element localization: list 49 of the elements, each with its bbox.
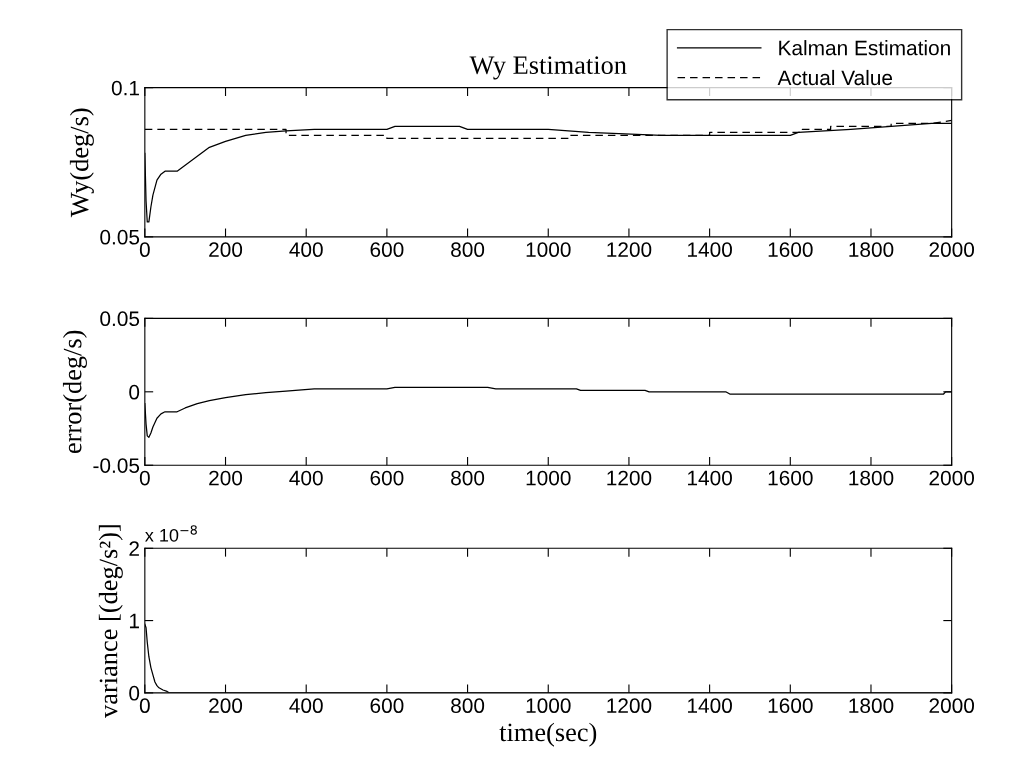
y-tick-label: 0 bbox=[129, 685, 140, 701]
chart-title: Wy Estimation bbox=[469, 56, 627, 80]
x-tick-label: 400 bbox=[289, 698, 323, 714]
x-tick-label: 1400 bbox=[688, 470, 732, 486]
x-tick-label: 1200 bbox=[607, 242, 652, 258]
x-tick-label: 0 bbox=[139, 698, 150, 714]
y-tick-label: 0 bbox=[129, 384, 140, 400]
y-axis-title: Wy(deg/s) bbox=[69, 108, 94, 218]
x-tick-label: 1000 bbox=[526, 242, 571, 258]
text: x 10$^{−8}$ bbox=[145, 525, 197, 542]
x-tick-label: 600 bbox=[370, 698, 404, 714]
x-tick-label: 1400 bbox=[688, 242, 732, 258]
x-tick-label: 400 bbox=[289, 242, 323, 258]
x-tick-label: 1800 bbox=[849, 242, 894, 258]
x-axis-title: time(sec) bbox=[499, 722, 597, 747]
x-tick-label: 200 bbox=[209, 242, 243, 258]
y-tick-label: 0.1 bbox=[111, 80, 139, 96]
x-tick-label: 200 bbox=[209, 470, 243, 486]
x-tick-label: 800 bbox=[451, 242, 485, 258]
x-tick-label: 400 bbox=[289, 470, 323, 486]
legend-label: Actual Value bbox=[777, 69, 893, 86]
x-tick-label: 1800 bbox=[849, 698, 894, 714]
x-tick-label: 2000 bbox=[929, 698, 975, 714]
x-tick-label: 2000 bbox=[929, 470, 975, 486]
y-axis-title: error(deg/s) bbox=[62, 330, 87, 454]
legend-label: Kalman Estimation bbox=[779, 40, 950, 56]
x-tick-label: 800 bbox=[451, 470, 485, 486]
x-tick-label: 2000 bbox=[929, 242, 975, 258]
x-tick-label: 600 bbox=[370, 470, 404, 486]
x-tick-label: 0 bbox=[139, 242, 150, 258]
x-tick-label: 1800 bbox=[849, 470, 894, 486]
x-tick-label: 1000 bbox=[526, 470, 571, 486]
x-tick-label: 1200 bbox=[607, 698, 652, 714]
x-tick-label: 1600 bbox=[768, 242, 813, 258]
x-tick-label: 600 bbox=[370, 242, 404, 258]
x-tick-label: 1400 bbox=[688, 698, 732, 714]
x-tick-label: 200 bbox=[209, 698, 243, 714]
x-tick-label: 1600 bbox=[768, 470, 813, 486]
y-tick-label: -0.05 bbox=[93, 458, 140, 473]
x-tick-label: 1600 bbox=[768, 698, 813, 714]
x-tick-label: 0 bbox=[139, 470, 150, 486]
x-tick-label: 1000 bbox=[526, 698, 571, 714]
x-tick-label: 1200 bbox=[607, 470, 652, 486]
y-tick-label: 1 bbox=[129, 613, 139, 629]
y-tick-label: 0.05 bbox=[100, 229, 140, 245]
y-tick-label: 0.05 bbox=[100, 311, 140, 327]
x-tick-label: 800 bbox=[451, 698, 485, 714]
y-tick-label: 2 bbox=[129, 541, 139, 556]
y-axis-title: variance [(deg/s²)] bbox=[98, 525, 123, 718]
